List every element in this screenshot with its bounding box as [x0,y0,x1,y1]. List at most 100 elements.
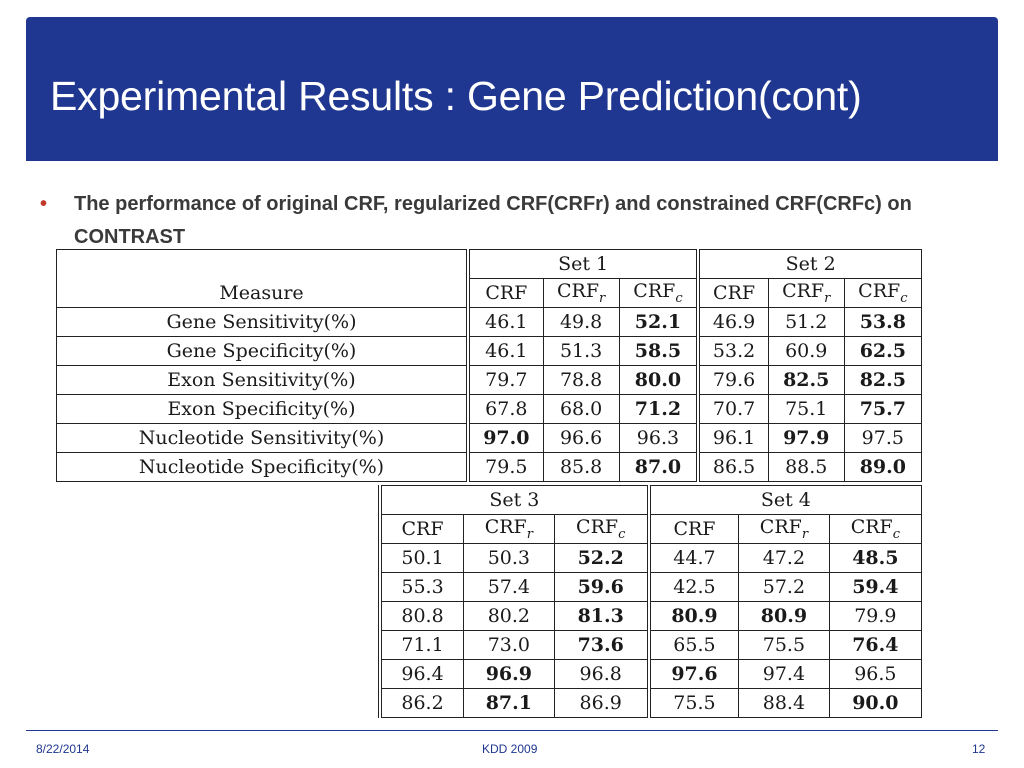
value-cell: 42.5 [646,572,740,602]
value-cell: 88.4 [738,688,830,718]
value-cell: 97.4 [738,659,830,689]
col-label: CRF [673,518,716,540]
value-cell: 97.5 [843,423,923,453]
col-label: CRF [782,280,825,303]
col-subscript: c [900,290,908,306]
col-label: CRF [633,280,676,303]
value-cell: 86.2 [378,688,465,718]
col-subscript: r [599,290,606,306]
col-subscript: c [675,290,683,306]
bullet-marker: • [40,193,48,215]
column-header-crf: CRF [696,278,769,308]
value-cell: 65.5 [646,630,740,660]
value-cell: 87.1 [463,688,555,718]
col-label: CRF [485,282,528,304]
slide-title: Experimental Results : Gene Prediction(c… [50,73,862,119]
measure-label: Exon Sensitivity(%) [55,365,470,395]
value-cell: 62.5 [843,336,923,366]
measure-label: Nucleotide Specificity(%) [55,452,470,482]
col-subscript: c [892,526,900,542]
table-row: 55.3 57.4 59.6 42.5 57.2 59.4 [378,572,923,602]
value-cell: 50.3 [463,543,555,573]
col-label: CRF [576,516,619,539]
value-cell: 96.6 [542,423,620,453]
value-cell: 79.6 [696,365,769,395]
value-cell: 60.9 [767,336,845,366]
footer-page-number: 12 [972,742,986,756]
footer-divider [26,730,998,731]
value-cell: 71.2 [618,394,699,424]
col-label: CRF [858,280,901,303]
set-header: Set 1 [465,249,699,279]
set-header: Set 3 [378,485,650,515]
measure-header-blank [55,249,470,279]
value-cell: 90.0 [828,688,923,718]
col-subscript: r [526,526,533,542]
measure-header: Measure [55,278,470,308]
col-subscript: c [618,526,626,542]
value-cell: 88.5 [767,452,845,482]
column-header-crfc: CRFc [828,514,923,544]
column-header-crf: CRF [378,514,465,544]
value-cell: 87.0 [618,452,699,482]
value-cell: 80.8 [378,601,465,631]
set-header-row: Set 3 Set 4 [378,485,922,515]
value-cell: 51.3 [542,336,620,366]
value-cell: 75.5 [646,688,740,718]
bullet-text: The performance of original CRF, regular… [74,193,912,248]
col-label: CRF [759,516,802,539]
column-header-crfr: CRFr [542,278,620,308]
value-cell: 96.8 [553,659,650,689]
value-cell: 79.9 [828,601,923,631]
value-cell: 52.2 [553,543,650,573]
table-row: 50.1 50.3 52.2 44.7 47.2 48.5 [378,543,923,573]
value-cell: 57.2 [738,572,830,602]
value-cell: 59.4 [828,572,923,602]
value-cell: 48.5 [828,543,923,573]
value-cell: 97.0 [465,423,544,453]
value-cell: 73.6 [553,630,650,660]
value-cell: 50.1 [378,543,465,573]
value-cell: 80.9 [738,601,830,631]
col-label: CRF [557,280,600,303]
value-cell: 67.8 [465,394,544,424]
measure-label: Exon Specificity(%) [55,394,470,424]
column-header-crfc: CRFc [553,514,650,544]
column-header-crfc: CRFc [843,278,923,308]
column-header-row: Measure CRF CRFr CRFc CRF CRFr CRFc [55,278,923,308]
table-row: 71.1 73.0 73.6 65.5 75.5 76.4 [378,630,923,660]
col-label: CRF [484,516,527,539]
footer-event: KDD 2009 [482,742,538,756]
set-name: Set 2 [785,253,836,275]
set-name: Set 3 [489,489,540,511]
value-cell: 80.2 [463,601,555,631]
value-cell: 49.8 [542,307,620,337]
value-cell: 46.1 [465,307,544,337]
column-header-row: CRF CRFr CRFc CRF CRFr CRFc [378,514,923,544]
set-name: Set 1 [558,253,609,275]
results-table-bottom: Set 3 Set 4 CRF CRFr CRFc CRF CRFr CRFc 50.1 50.3… [378,485,923,718]
table-row: 86.2 87.1 86.9 75.5 88.4 90.0 [378,688,923,718]
title-bar: Experimental Results : Gene Prediction(c… [26,17,998,161]
value-cell: 82.5 [767,365,845,395]
measure-label: Gene Specificity(%) [55,336,470,366]
value-cell: 82.5 [843,365,923,395]
measure-label: Gene Sensitivity(%) [55,307,470,337]
value-cell: 46.9 [696,307,769,337]
results-table-top: Set 1 Set 2 Measure CRF CRFr CRFc CRF CRFr CRFc G… [55,249,923,482]
col-subscript: r [801,526,809,542]
value-cell: 96.1 [696,423,769,453]
value-cell: 51.2 [767,307,845,337]
bullet-point: • The performance of original CRF, regul… [40,188,940,254]
value-cell: 89.0 [843,452,923,482]
value-cell: 76.4 [828,630,923,660]
table-row: Exon Sensitivity(%) 79.7 78.8 80.0 79.6 82.5 8… [55,365,923,395]
set-header-row: Set 1 Set 2 [55,249,923,279]
value-cell: 75.5 [738,630,830,660]
value-cell: 96.4 [378,659,465,689]
table-row: Exon Specificity(%) 67.8 68.0 71.2 70.7 75.1 7… [55,394,923,424]
table-row: Gene Sensitivity(%) 46.1 49.8 52.1 46.9 51.2 5… [55,307,923,337]
value-cell: 96.9 [463,659,555,689]
value-cell: 71.1 [378,630,465,660]
table-row: 96.4 96.9 96.8 97.6 97.4 96.5 [378,659,923,689]
